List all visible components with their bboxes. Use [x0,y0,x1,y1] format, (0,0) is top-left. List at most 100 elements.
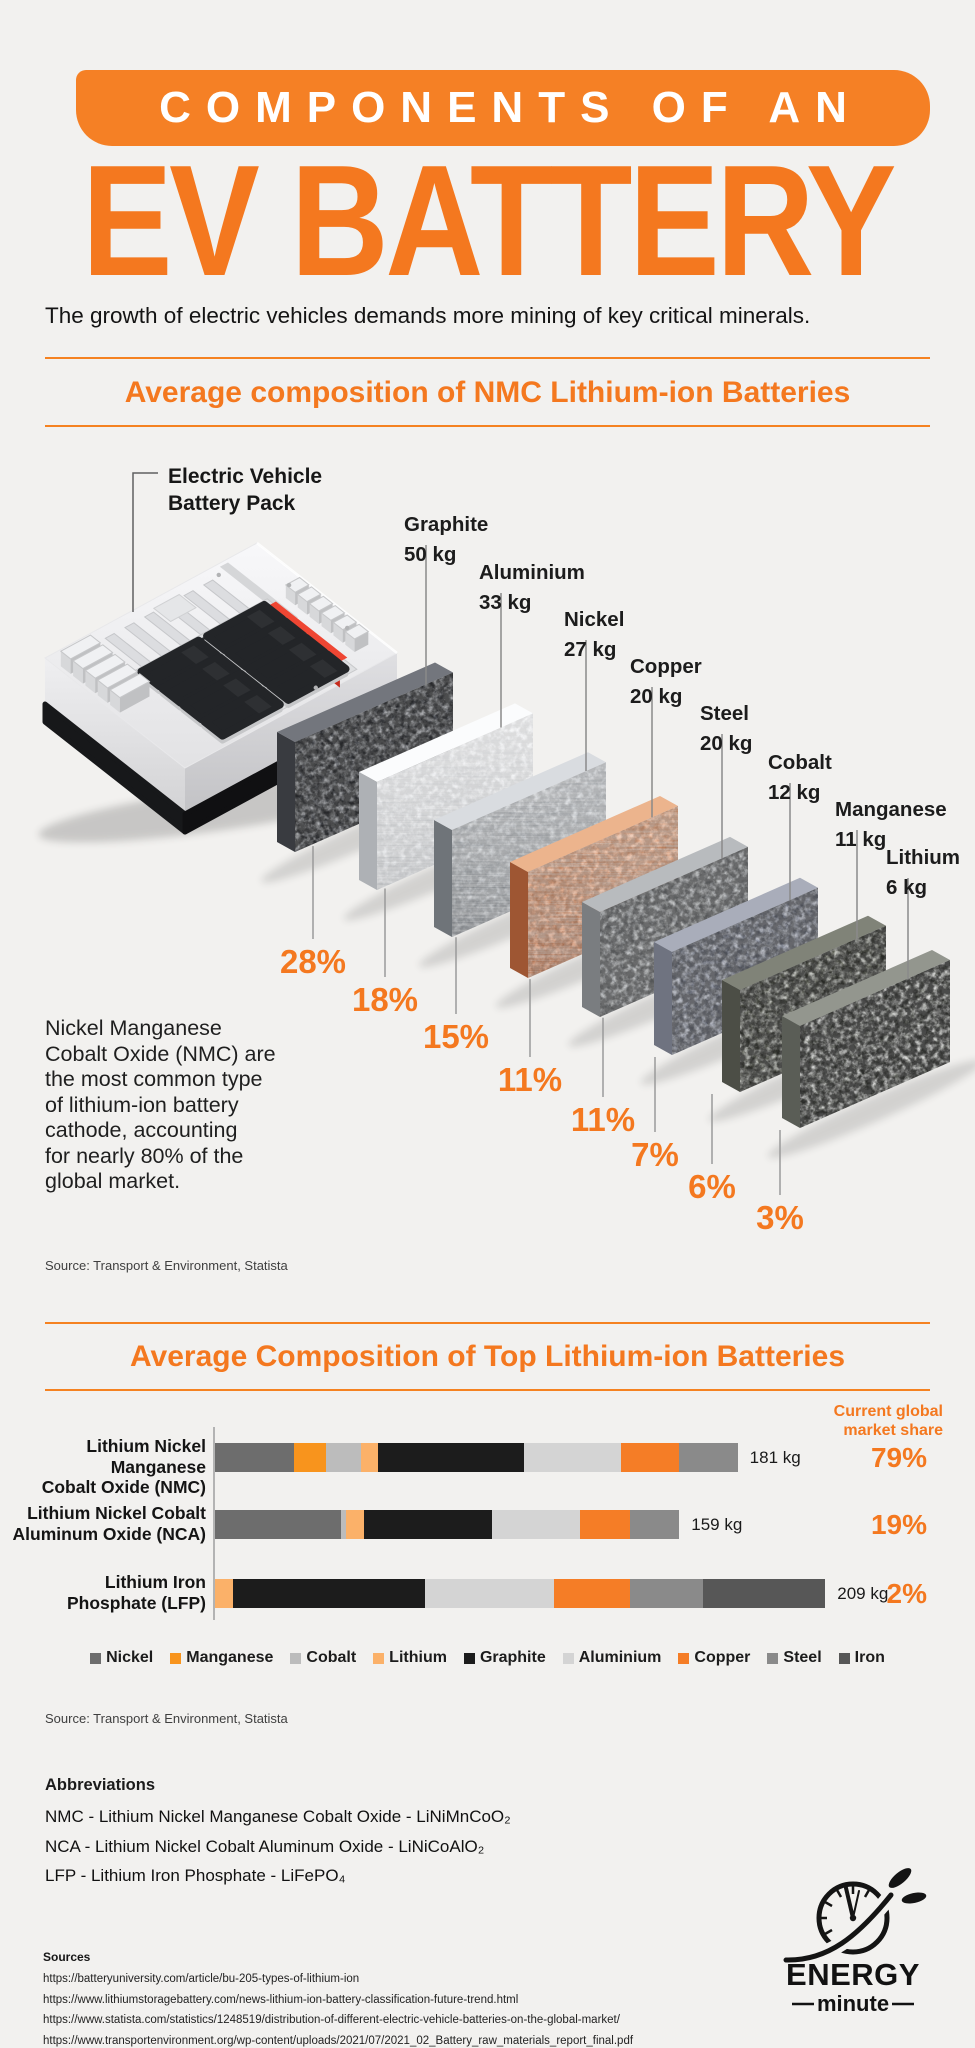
material-mass: 20 kg [630,685,682,708]
legend-item-lithium: Lithium [373,1649,447,1667]
header-banner: COMPONENTS OF AN [76,70,930,146]
market-share-value: 2% [886,1578,927,1609]
material-mass: 27 kg [564,638,616,661]
divider [45,1322,930,1324]
legend-item-iron: Iron [838,1649,885,1667]
header-kicker: COMPONENTS OF AN [159,83,862,132]
bar-segment-steel [629,1579,703,1608]
slab-aluminium [359,703,533,890]
bar-total: 209 kg [837,1584,889,1603]
stacked-bar [215,1579,826,1608]
abbreviations-title: Abbreviations [45,1776,156,1794]
bar-segment-lithium [346,1510,364,1539]
chart-row-label: Lithium Nickel Manganese Cobalt Oxide (NM… [41,1436,206,1497]
energy-minute-logo: ENERGY minute [783,1868,927,2016]
legend-swatch [170,1652,182,1664]
bar-segment-nickel [215,1443,294,1472]
source-url: https://batteryuniversity.com/article/bu… [43,1973,360,1985]
pack-label-connector [132,472,158,612]
material-name: Lithium [886,846,960,869]
sources-title: Sources [43,1950,91,1964]
material-percent: 11% [498,1061,562,1098]
material-slabs [261,662,975,1158]
source-url: https://www.transportenvironment.org/wp-… [43,2034,634,2047]
material-mass: 12 kg [768,781,820,804]
bar-segment-graphite [363,1510,493,1539]
bar-segment-graphite [378,1443,525,1472]
page-title: EV BATTERY [81,133,897,309]
material-mass: 20 kg [700,732,752,755]
material-name: Manganese [835,798,947,821]
bar-segment-steel [629,1510,680,1539]
material-labels: Graphite 50 kg 28% Aluminium 33 kg 18% Nickel 2… [280,513,960,1236]
legend-swatch [463,1652,475,1664]
bar-segment-iron [702,1579,826,1608]
bar-total: 181 kg [749,1448,801,1467]
material-name: Copper [630,655,702,678]
bar-segment-nickel [215,1510,341,1539]
bar-segment-copper [620,1443,680,1472]
divider [45,425,930,427]
market-share-header: Current global market share [833,1403,943,1439]
market-share-value: 19% [870,1509,927,1540]
material-percent: 7% [631,1136,679,1173]
bar-total: 159 kg [691,1515,743,1534]
nmc-composition-diagram: Electric Vehicle Battery Pack Graphite 50… [38,465,975,1236]
source-url: https://www.lithiumstoragebattery.com/ne… [43,1993,519,2006]
bar-segment-steel [679,1443,738,1472]
legend-swatch [373,1652,385,1664]
nmc-note: Nickel Manganese Cobalt Oxide (NMC) are … [45,1016,276,1193]
source-note-1: Source: Transport & Environment, Statist… [45,1258,288,1273]
bar-segment-lithium [215,1579,233,1608]
sources-block: Sources https://batteryuniversity.com/ar… [43,1950,633,2048]
legend-item-aluminium: Aluminium [562,1649,661,1667]
chart-axis [213,1427,215,1620]
material-percent: 6% [688,1168,736,1205]
legend-item-steel: Steel [767,1649,822,1667]
bar-segment-aluminium [425,1579,554,1608]
material-mass: 50 kg [404,543,456,566]
page-subtitle: The growth of electric vehicles demands … [45,303,811,328]
bar-segment-copper [553,1579,630,1608]
material-mass: 6 kg [886,876,927,899]
stacked-bar [215,1443,738,1472]
legend-swatch [838,1652,850,1664]
material-name: Steel [700,702,749,725]
slab-steel [582,836,748,1017]
legend-item-nickel: Nickel [90,1649,153,1667]
legend-item-cobalt: Cobalt [290,1649,356,1667]
logo-name: ENERGY [786,1957,920,1992]
chart-row-label: Lithium Iron Phosphate (LFP) [66,1572,206,1613]
material-mass: 11 kg [835,828,886,851]
material-percent: 15% [423,1018,489,1055]
abbreviation-nca: NCA - Lithium Nickel Cobalt Aluminum Oxi… [45,1836,485,1856]
market-share-value: 79% [870,1442,927,1473]
legend-swatch [767,1652,779,1664]
divider [45,1389,930,1391]
legend-swatch [90,1652,102,1664]
material-percent: 18% [352,981,418,1018]
legend-swatch [562,1652,574,1664]
stopwatch-leaf-icon [783,1868,927,1968]
bar-segment-cobalt [325,1443,361,1472]
legend-item-copper: Copper [678,1649,750,1667]
slab-copper [510,796,678,978]
legend-item-manganese: Manganese [170,1649,273,1667]
bar-segment-copper [579,1510,630,1539]
pack-label-line1: Electric Vehicle [168,465,322,488]
material-mass: 33 kg [479,591,531,614]
material-percent: 3% [756,1199,804,1236]
bar-segment-manganese [293,1443,326,1472]
material-name: Aluminium [479,561,585,584]
material-name: Cobalt [768,751,832,774]
material-name: Graphite [404,513,488,536]
chart-row-label: Lithium Nickel Cobalt Aluminum Oxide (NCA… [12,1503,206,1544]
stacked-bar [215,1510,680,1539]
chart-legend: Nickel Manganese Cobalt Lithium Graphite Alum… [45,1649,930,1667]
bar-segment-lithium [360,1443,379,1472]
divider [45,357,930,359]
bar-segment-aluminium [524,1443,621,1472]
source-url: https://www.statista.com/statistics/1248… [43,2014,620,2026]
material-name: Nickel [564,608,624,631]
